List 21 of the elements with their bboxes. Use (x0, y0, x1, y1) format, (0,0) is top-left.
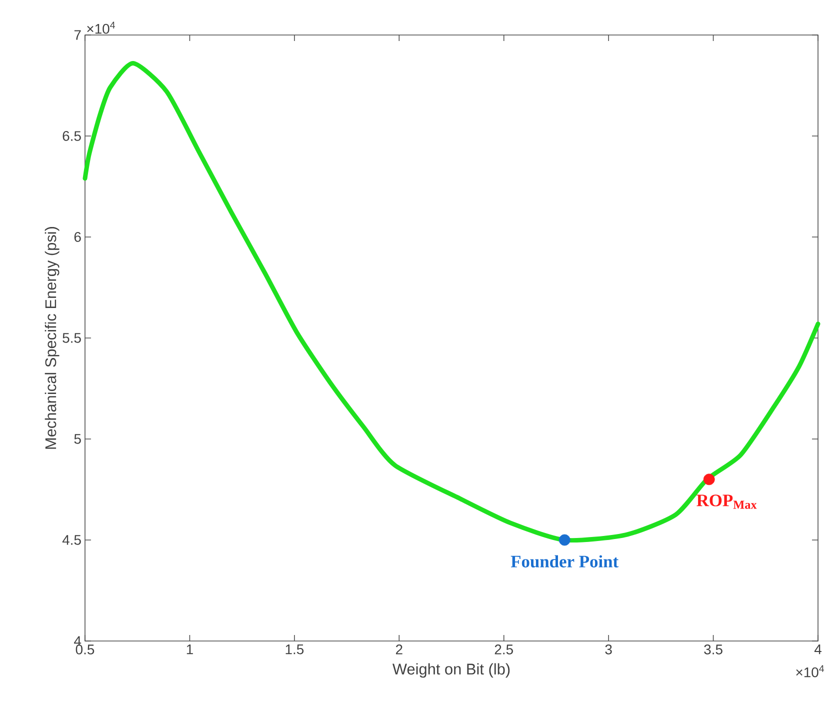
text: ×10$^{4}$ (87, 22, 115, 34)
y-tick-label: 5 (74, 434, 81, 444)
x-tick-label: 2.5 (494, 644, 513, 654)
y-axis-title: Mechanical Specific Energy (psi) (44, 226, 60, 449)
x-tick-label: 3.5 (704, 644, 722, 654)
y-tick-label: 6.5 (62, 131, 81, 141)
y-tick-label: 4.5 (62, 535, 81, 545)
y-tick-label: 7 (74, 30, 81, 40)
annotation: ROP$_{Max}$ (696, 494, 757, 509)
x-axis-title: Weight on Bit (lb) (392, 663, 510, 678)
annotation: Founder Point (510, 555, 619, 568)
y-tick-label: 5.5 (62, 333, 81, 343)
x-tick-label: 2 (396, 644, 402, 654)
y-tick-label: 6 (74, 232, 81, 242)
x-tick-label: 3 (605, 644, 612, 654)
x-tick-label: 0.5 (76, 644, 94, 654)
y-tick-label: 4 (74, 636, 82, 646)
x-tick-label: 4 (814, 644, 822, 654)
x-tick-label: 1.5 (286, 644, 304, 654)
text: ×10$^{4}$ (796, 665, 824, 678)
x-tick-label: 1 (186, 644, 193, 654)
